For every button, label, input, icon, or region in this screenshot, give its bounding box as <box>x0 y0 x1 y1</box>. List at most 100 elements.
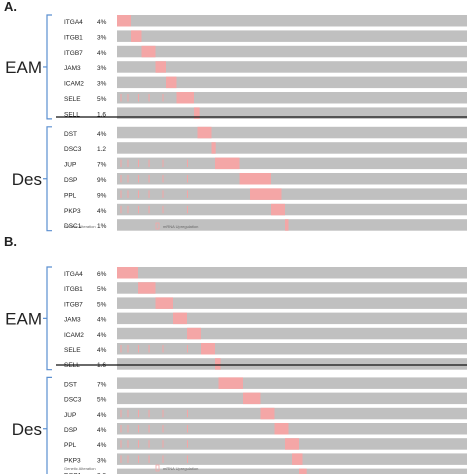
panel-letter: B. <box>4 234 17 249</box>
track-bar <box>117 30 467 42</box>
track-bar <box>117 377 467 389</box>
track-bar <box>117 282 467 294</box>
percent-label: 4% <box>97 442 107 449</box>
alteration-block <box>131 30 142 42</box>
alteration-block <box>173 312 187 325</box>
track-bar <box>117 157 467 170</box>
alteration-tick <box>138 175 139 183</box>
alteration-tick <box>148 425 150 433</box>
track-bar <box>117 468 467 474</box>
gene-label: SELL <box>64 362 80 369</box>
group-label: EAM <box>5 309 42 328</box>
group-bracket <box>46 266 52 371</box>
alteration-tick <box>148 159 150 168</box>
alteration-tick <box>148 205 150 214</box>
alteration-tick <box>187 425 188 433</box>
alteration-block <box>201 343 215 355</box>
alteration-tick <box>120 94 122 102</box>
percent-label: 4% <box>97 412 107 419</box>
gene-label: ITGB1 <box>64 286 83 293</box>
alteration-tick <box>162 94 164 102</box>
alteration-block <box>197 126 212 139</box>
alteration-tick <box>187 345 188 353</box>
gene-label: SELL <box>64 111 80 118</box>
alteration-block <box>194 107 200 119</box>
legend-swatch <box>155 222 160 230</box>
track-bar <box>117 15 467 27</box>
alteration-tick <box>187 409 188 418</box>
alteration-tick <box>138 190 139 198</box>
alteration-block <box>271 203 285 216</box>
group-bracket <box>46 376 52 474</box>
alteration-block <box>176 92 194 104</box>
percent-label: 4% <box>97 131 107 138</box>
alteration-tick <box>162 175 164 183</box>
alteration-tick <box>162 455 164 463</box>
alteration-tick <box>187 175 188 183</box>
alteration-tick <box>148 345 150 353</box>
track-bar <box>117 327 467 340</box>
percent-label: 3% <box>97 457 107 464</box>
panel-letter: A. <box>4 0 17 14</box>
percent-label: 1.6 <box>97 362 106 369</box>
percent-label: 4% <box>97 347 107 354</box>
alteration-tick <box>120 425 122 433</box>
alteration-block <box>239 173 271 185</box>
alteration-tick <box>138 205 139 214</box>
alteration-block <box>285 219 289 231</box>
gene-label: DSC1 <box>64 223 82 230</box>
percent-label: 7% <box>97 162 107 169</box>
track-bar <box>117 92 467 104</box>
track-bar <box>117 219 467 231</box>
percent-label: 5% <box>97 96 107 103</box>
percent-label: 1.2 <box>97 146 106 153</box>
alteration-tick <box>187 205 188 214</box>
track-bar <box>117 173 467 185</box>
group-label: Des <box>12 420 42 439</box>
alteration-tick <box>187 159 188 168</box>
alteration-tick <box>162 190 164 198</box>
track-bar <box>117 126 467 139</box>
gene-label: DSC3 <box>64 146 82 153</box>
alteration-block <box>155 61 166 73</box>
alteration-block <box>155 297 173 309</box>
percent-label: 4% <box>97 208 107 215</box>
alteration-tick <box>148 409 150 418</box>
alteration-tick <box>127 455 129 463</box>
alteration-tick <box>187 455 188 463</box>
alteration-tick <box>162 345 164 353</box>
alteration-block <box>215 157 240 170</box>
alteration-block <box>211 142 216 154</box>
alteration-tick <box>127 440 129 448</box>
gene-label: DST <box>64 381 77 388</box>
alteration-tick <box>187 94 188 102</box>
gene-label: ITGB1 <box>64 34 83 41</box>
percent-label: 2.2 <box>97 473 106 474</box>
gene-label: JUP <box>64 412 76 419</box>
track-bar <box>117 45 467 58</box>
alteration-tick <box>127 190 129 198</box>
alteration-tick <box>138 94 139 102</box>
alteration-block <box>138 282 156 294</box>
alteration-tick <box>127 425 129 433</box>
track-bar <box>117 312 467 325</box>
alteration-block <box>243 392 261 405</box>
group-bracket <box>46 126 52 232</box>
gene-label: PPL <box>64 192 77 199</box>
track-bar <box>117 392 467 405</box>
alteration-tick <box>127 205 129 214</box>
gene-label: JAM3 <box>64 317 81 324</box>
alteration-tick <box>148 455 150 463</box>
track-bar <box>117 423 467 435</box>
alteration-tick <box>162 159 164 168</box>
gene-label: DSP <box>64 177 77 184</box>
track-bar <box>117 203 467 216</box>
group-label: EAM <box>5 58 42 77</box>
percent-label: 3% <box>97 65 107 72</box>
alteration-block <box>117 15 131 27</box>
alteration-tick <box>148 175 150 183</box>
legend-mrna-upregulation: mRNA Upregulation <box>163 466 198 471</box>
gene-label: SELE <box>64 96 81 103</box>
alteration-tick <box>138 425 139 433</box>
gene-label: PPL <box>64 442 77 449</box>
